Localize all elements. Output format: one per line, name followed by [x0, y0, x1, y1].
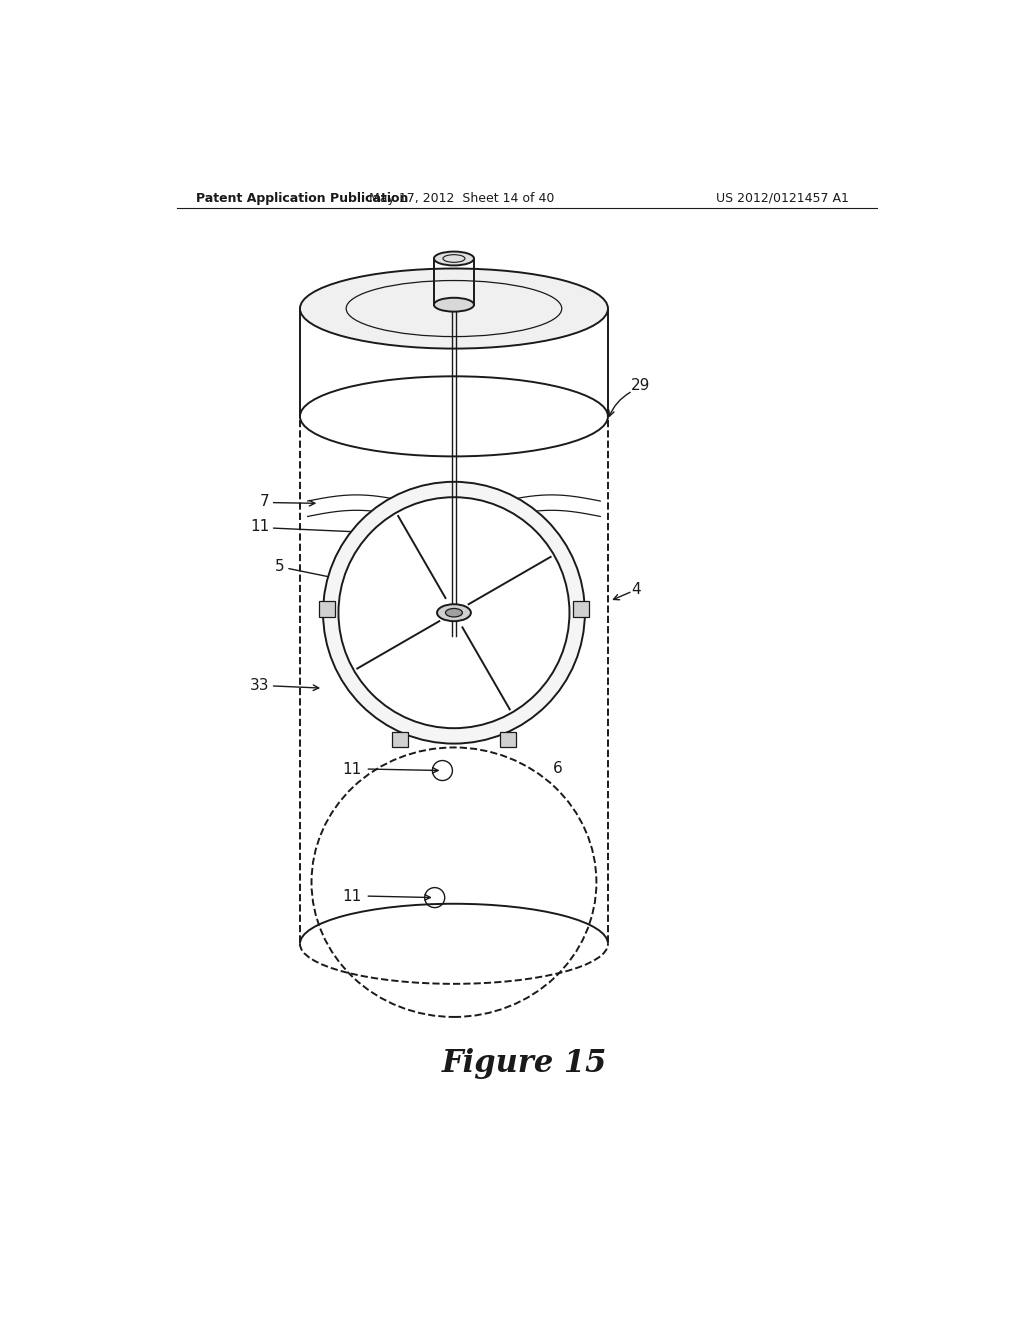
Ellipse shape [300, 268, 608, 348]
Text: Figure 15: Figure 15 [442, 1048, 607, 1078]
Text: 4: 4 [631, 582, 641, 597]
Ellipse shape [339, 498, 569, 729]
Text: 33: 33 [250, 678, 269, 693]
Text: 29: 29 [631, 378, 650, 393]
Text: Patent Application Publication: Patent Application Publication [196, 191, 409, 205]
Text: 1: 1 [519, 309, 529, 323]
Ellipse shape [323, 482, 585, 743]
Bar [573, 601, 589, 616]
Ellipse shape [434, 252, 474, 265]
Bar [392, 733, 408, 747]
Text: 11: 11 [342, 762, 361, 776]
Bar [319, 601, 335, 616]
Text: 11: 11 [342, 888, 361, 904]
Ellipse shape [437, 605, 471, 622]
Text: 5: 5 [274, 558, 285, 574]
Text: May 17, 2012  Sheet 14 of 40: May 17, 2012 Sheet 14 of 40 [369, 191, 554, 205]
Bar [500, 733, 515, 747]
Ellipse shape [434, 298, 474, 312]
Text: 7: 7 [259, 494, 269, 508]
Text: 6: 6 [553, 760, 562, 776]
Text: 11: 11 [250, 519, 269, 535]
Text: US 2012/0121457 A1: US 2012/0121457 A1 [716, 191, 849, 205]
Ellipse shape [445, 609, 463, 616]
